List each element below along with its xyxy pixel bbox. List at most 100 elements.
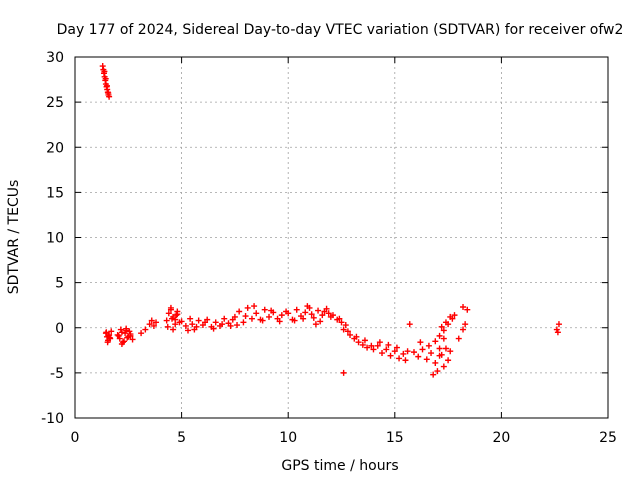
chart-title: Day 177 of 2024, Sidereal Day-to-day VTE…: [57, 22, 624, 38]
data-point: [445, 357, 452, 364]
data-point: [340, 326, 347, 333]
data-point: [447, 348, 454, 355]
x-tick-label: 25: [599, 430, 617, 446]
data-point: [291, 317, 298, 324]
data-point: [440, 363, 447, 370]
data-point: [103, 82, 110, 89]
data-point: [184, 327, 191, 334]
data-point: [105, 90, 112, 97]
data-point: [126, 328, 133, 335]
data-point: [106, 334, 113, 341]
axis-ticks: [74, 56, 609, 419]
data-point: [432, 359, 439, 366]
data-point: [101, 68, 108, 75]
y-tick-label: -5: [50, 366, 64, 382]
data-point: [118, 329, 125, 336]
data-point: [219, 321, 226, 328]
data-point: [165, 310, 172, 317]
data-point: [400, 350, 407, 357]
data-point: [361, 337, 368, 344]
data-point: [336, 315, 343, 322]
data-point: [182, 322, 189, 329]
grid-lines: [75, 57, 608, 418]
data-point: [460, 303, 467, 310]
data-point: [259, 317, 266, 324]
data-point: [393, 344, 400, 351]
data-point: [415, 353, 422, 360]
data-point: [210, 325, 217, 332]
data-point: [440, 327, 447, 334]
data-point: [187, 315, 194, 322]
data-point: [419, 346, 426, 353]
data-point: [163, 317, 170, 324]
data-point: [127, 332, 134, 339]
y-tick-label: 10: [46, 231, 64, 247]
data-point: [189, 321, 196, 328]
data-point: [103, 329, 110, 336]
data-point: [153, 319, 160, 326]
data-point: [202, 319, 209, 326]
data-point: [231, 313, 238, 320]
x-tick-label: 10: [279, 430, 297, 446]
data-point: [338, 319, 345, 326]
data-point: [236, 308, 243, 315]
data-point: [385, 341, 392, 348]
data-point: [442, 345, 449, 352]
data-point: [308, 311, 315, 318]
tick-labels: 0 5 10 15 20 25 -10 -5 0 5 10 15 20 25 30: [41, 50, 617, 446]
y-tick-label: 15: [46, 185, 64, 201]
y-tick-label: 5: [55, 276, 64, 292]
data-point: [315, 307, 322, 314]
data-point: [104, 339, 111, 346]
data-point: [278, 312, 285, 319]
data-point: [396, 355, 403, 362]
data-point: [261, 306, 268, 313]
data-point: [310, 314, 317, 321]
data-point: [359, 341, 366, 348]
data-point: [285, 310, 292, 317]
data-point: [172, 316, 179, 323]
data-point: [266, 313, 273, 320]
data-point: [353, 333, 360, 340]
data-point: [436, 345, 443, 352]
data-point: [423, 356, 430, 363]
data-point: [321, 308, 328, 315]
y-tick-label: -10: [41, 411, 64, 427]
data-point: [106, 93, 113, 100]
y-axis-title: SDTVAR / TECUs: [6, 180, 22, 295]
data-point: [195, 317, 202, 324]
data-point: [244, 304, 251, 311]
data-point: [447, 313, 454, 320]
data-point: [364, 344, 371, 351]
data-points: [99, 63, 562, 378]
x-axis-title: GPS time / hours: [281, 458, 398, 474]
data-point: [438, 351, 445, 358]
data-point: [123, 325, 130, 332]
y-tick-label: 25: [46, 95, 64, 111]
data-point: [114, 331, 121, 338]
data-point: [440, 335, 447, 342]
data-point: [212, 319, 219, 326]
data-point: [173, 312, 180, 319]
data-point: [193, 323, 200, 330]
data-point: [221, 315, 228, 322]
data-point: [374, 342, 381, 349]
data-point: [410, 349, 417, 356]
data-point: [436, 332, 443, 339]
data-point: [169, 315, 176, 322]
data-point: [438, 323, 445, 330]
data-point: [376, 339, 383, 346]
data-point: [124, 334, 131, 341]
data-point: [451, 312, 458, 319]
data-point: [302, 309, 309, 316]
data-point: [340, 369, 347, 376]
data-point: [138, 330, 145, 337]
data-point: [462, 321, 469, 328]
data-point: [317, 318, 324, 325]
data-point: [242, 313, 249, 320]
data-point: [402, 357, 409, 364]
data-point: [434, 368, 441, 375]
x-tick-label: 15: [386, 430, 404, 446]
data-point: [460, 326, 467, 333]
data-point: [234, 322, 241, 329]
